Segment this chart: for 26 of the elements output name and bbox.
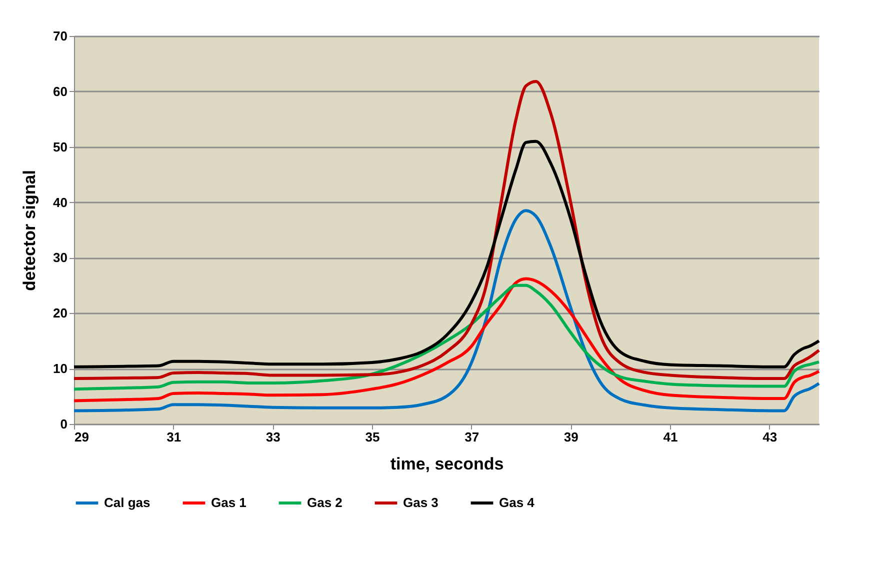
x-tick-label: 35 [365,430,380,444]
y-tick-label: 50 [53,139,68,154]
x-axis-title: time, seconds [390,454,504,474]
x-tick-label: 31 [166,430,182,444]
y-tick-label: 30 [53,250,68,266]
line-series [72,140,820,368]
x-tick-label: 39 [564,430,578,444]
x-tick-label: 37 [464,430,480,444]
y-tick-label: 70 [53,28,68,44]
legend-label: Gas 3 [403,495,438,510]
y-tick-label: 0 [60,416,68,432]
x-tick-label: 41 [663,430,678,444]
x-tick-label: 43 [762,430,778,444]
line-series [72,209,820,412]
y-tick-label: 60 [53,84,68,99]
y-tick-label: 40 [53,194,68,210]
x-tick-label: 33 [266,430,280,444]
y-tick-label: 10 [53,361,68,376]
legend-label: Gas 1 [211,495,246,510]
y-axis-title: detector signal [20,170,40,291]
legend-label: Cal gas [104,495,150,510]
x-tick-label: 29 [74,430,89,444]
y-tick-label: 20 [53,306,68,321]
legend-label: Gas 2 [307,495,342,510]
line-series [72,80,820,380]
legend-label: Gas 4 [499,495,536,510]
